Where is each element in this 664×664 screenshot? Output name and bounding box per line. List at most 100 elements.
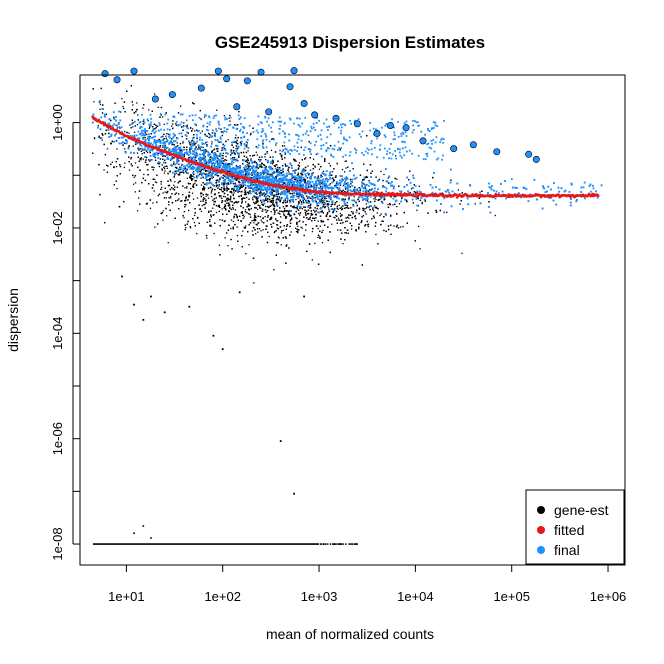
gene-est-point — [324, 195, 326, 198]
gene-est-point — [319, 230, 321, 233]
gene-est-point — [173, 176, 175, 178]
gene-est-point — [327, 186, 329, 189]
gene-est-point — [173, 163, 175, 165]
gene-est-point — [205, 200, 207, 202]
gene-est-point — [478, 197, 480, 199]
gene-est-point — [217, 187, 219, 189]
gene-est-point — [194, 182, 196, 184]
gene-est-point — [275, 164, 277, 166]
gene-est-point — [378, 178, 380, 181]
gene-est-point — [329, 215, 331, 217]
gene-est-point — [170, 125, 173, 127]
gene-est-point — [317, 236, 319, 239]
gene-est-point — [191, 179, 193, 181]
gene-est-point — [233, 189, 235, 191]
gene-est-point — [276, 170, 278, 172]
gene-est-point — [331, 171, 334, 173]
gene-est-point — [152, 202, 154, 204]
gene-est-point — [342, 242, 344, 245]
gene-est-point — [371, 170, 373, 172]
gene-est-point — [183, 216, 185, 219]
gene-est-point — [268, 206, 270, 209]
gene-est-point — [346, 220, 348, 222]
gene-est-point — [224, 204, 226, 206]
gene-est-point — [240, 211, 242, 214]
gene-est-point — [204, 173, 207, 175]
gene-est-point — [256, 186, 258, 188]
gene-est-point — [355, 202, 357, 204]
gene-est-point — [247, 231, 249, 233]
gene-est-point — [189, 143, 191, 146]
gene-est-point — [207, 197, 210, 199]
gene-est-point — [234, 137, 236, 139]
gene-est-point — [223, 220, 226, 223]
gene-est-point — [304, 206, 307, 208]
gene-est-point — [284, 153, 287, 155]
gene-est-point — [280, 210, 282, 213]
gene-est-point — [297, 193, 299, 195]
gene-est-point — [199, 168, 201, 170]
gene-est-point — [209, 171, 211, 173]
gene-est-point — [257, 197, 259, 199]
gene-est-point — [246, 171, 249, 173]
gene-est-point — [278, 182, 280, 185]
gene-est-point — [273, 196, 275, 198]
gene-est-point — [213, 148, 216, 150]
gene-est-point — [205, 202, 207, 204]
gene-est-point — [296, 180, 298, 182]
gene-est-point — [309, 205, 312, 207]
gene-est-point — [260, 165, 263, 168]
gene-est-point — [273, 269, 275, 271]
gene-est-point — [295, 193, 298, 195]
gene-est-point — [290, 219, 292, 221]
gene-est-point — [272, 163, 274, 165]
gene-est-point — [305, 213, 307, 215]
gene-est-point — [303, 216, 305, 218]
gene-est-point — [218, 205, 220, 208]
gene-est-point — [253, 195, 255, 197]
gene-est-point — [122, 105, 124, 108]
gene-est-point — [228, 224, 230, 226]
gene-est-point — [191, 178, 193, 180]
gene-est-point — [226, 187, 228, 189]
gene-est-point — [245, 173, 247, 175]
gene-est-point — [317, 263, 320, 265]
gene-est-point — [327, 239, 329, 241]
gene-est-point — [158, 163, 160, 165]
gene-est-point — [289, 192, 291, 195]
gene-est-point — [230, 154, 232, 156]
gene-est-point — [153, 190, 155, 192]
gene-est-point — [186, 168, 189, 170]
gene-est-point — [274, 211, 276, 213]
gene-est-point — [295, 230, 298, 233]
gene-est-point — [224, 196, 226, 198]
gene-est-point — [227, 194, 229, 196]
gene-est-point — [251, 174, 253, 176]
gene-est-point — [277, 189, 279, 191]
gene-est-point — [226, 213, 228, 215]
gene-est-point — [329, 231, 331, 233]
gene-est-point — [207, 175, 210, 177]
gene-est-point — [159, 144, 162, 147]
gene-est-point — [276, 203, 278, 205]
gene-est-point — [298, 162, 301, 164]
gene-est-point — [297, 201, 300, 203]
gene-est-point — [247, 158, 249, 160]
gene-est-point — [279, 167, 281, 169]
gene-est-point — [184, 224, 186, 226]
gene-est-point — [172, 157, 174, 159]
gene-est-point — [192, 165, 194, 168]
gene-est-point — [180, 126, 183, 128]
gene-est-point — [196, 197, 199, 199]
gene-est-point — [247, 191, 250, 193]
gene-est-point — [253, 222, 255, 224]
gene-est-point — [223, 192, 226, 195]
gene-est-point — [100, 87, 102, 90]
gene-est-point — [210, 186, 212, 189]
gene-est-point — [252, 257, 255, 259]
gene-est-point — [217, 175, 219, 177]
gene-est-point — [248, 198, 250, 200]
gene-est-point — [339, 222, 342, 224]
gene-est-point — [161, 186, 163, 189]
gene-est-point — [349, 222, 352, 224]
